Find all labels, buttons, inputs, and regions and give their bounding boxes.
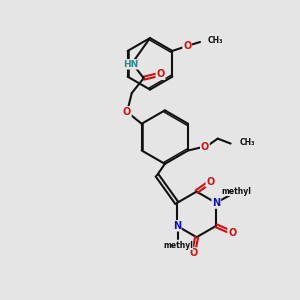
Text: O: O [228, 228, 236, 238]
Text: N: N [173, 221, 181, 231]
Text: methyl: methyl [221, 187, 251, 196]
Text: methyl: methyl [163, 241, 193, 250]
Text: CH₃: CH₃ [208, 35, 224, 44]
Text: O: O [156, 69, 165, 79]
Text: CH₃: CH₃ [239, 138, 255, 147]
Text: O: O [190, 248, 198, 258]
Text: HN: HN [123, 60, 138, 69]
Text: O: O [201, 142, 209, 152]
Text: O: O [206, 177, 214, 187]
Text: O: O [183, 41, 191, 51]
Text: N: N [212, 198, 220, 208]
Text: O: O [123, 107, 131, 117]
